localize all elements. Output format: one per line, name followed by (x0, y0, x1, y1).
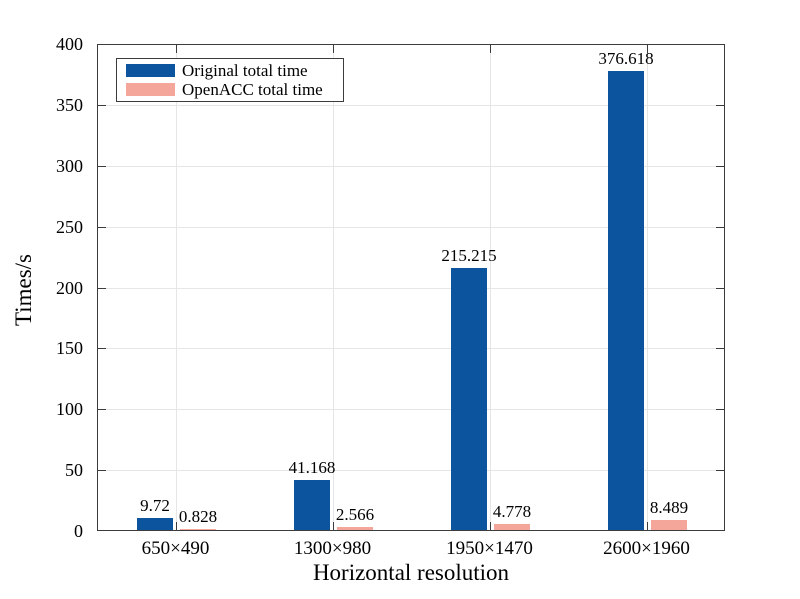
y-tick-label: 200 (56, 277, 83, 298)
y-tick-left (98, 226, 106, 228)
y-tick-label: 250 (56, 216, 83, 237)
gridline-h (98, 165, 724, 167)
bar-value-label: 215.215 (441, 246, 497, 265)
bar-value-label: 41.168 (288, 458, 336, 477)
gridline-h (98, 104, 724, 106)
y-tick-left (98, 409, 106, 411)
y-tick-left (98, 165, 106, 167)
y-tick-left (98, 470, 106, 472)
y-tick-right (716, 409, 724, 411)
legend-swatch (126, 83, 175, 96)
y-tick-right (716, 287, 724, 289)
gridline-h (98, 226, 724, 228)
plot-area: 9.72 41.168 215.215 376.618 0.828 2.566 4.778 8… (97, 44, 725, 531)
y-tick-right (716, 470, 724, 472)
y-tick-right (716, 165, 724, 167)
bar-value-label: 0.828 (178, 507, 218, 526)
bar-value-label: 8.489 (649, 498, 689, 517)
gridline-v (490, 45, 491, 530)
x-tick-label: 1950×1470 (446, 538, 533, 559)
x-tick-label: 650×490 (141, 538, 210, 559)
y-tick-label: 50 (65, 460, 83, 481)
x-tick-bottom (647, 522, 648, 530)
bar-openacc (651, 520, 687, 530)
bar-original (137, 518, 173, 530)
y-tick-label: 0 (74, 521, 83, 541)
bar-value-label: 376.618 (598, 49, 654, 68)
gridline-h (98, 287, 724, 289)
bar-openacc (337, 527, 373, 530)
bar-value-label: 2.566 (335, 505, 375, 524)
y-tick-right (716, 348, 724, 350)
legend-item: OpenACC total time (126, 79, 343, 99)
bar-openacc (180, 529, 216, 530)
x-tick-top (490, 45, 491, 53)
legend-swatch (126, 64, 175, 77)
y-tick-label: 400 (56, 34, 83, 54)
y-tick-label: 350 (56, 94, 83, 115)
bar-original (294, 480, 330, 530)
gridline-h (98, 409, 724, 411)
bar-original (451, 268, 487, 530)
y-tick-label: 100 (56, 399, 83, 420)
bar-original (608, 71, 644, 530)
x-tick-top (333, 45, 334, 53)
bar-openacc (494, 524, 530, 530)
bar-value-label: 9.72 (140, 496, 170, 515)
y-tick-left (98, 287, 106, 289)
gridline-v (647, 45, 648, 530)
x-tick-top (176, 45, 177, 53)
x-tick-label: 2600×1960 (603, 538, 690, 559)
y-tick-label: 150 (56, 338, 83, 359)
x-tick-bottom (333, 522, 334, 530)
legend-label: OpenACC total time (182, 79, 323, 99)
gridline-h (98, 470, 724, 472)
legend-item: Original total time (126, 60, 343, 80)
y-tick-right (716, 226, 724, 228)
x-tick-bottom (176, 522, 177, 530)
y-tick-left (98, 348, 106, 350)
y-tick-left (98, 104, 106, 106)
x-axis-label: Horizontal resolution (312, 560, 510, 585)
gridline-h (98, 348, 724, 350)
bar-value-label: 4.778 (492, 502, 532, 521)
x-tick-top (647, 45, 648, 53)
y-tick-label: 300 (56, 155, 83, 176)
y-tick-right (716, 104, 724, 106)
x-tick-bottom (490, 522, 491, 530)
gridline-v (333, 45, 334, 530)
x-tick-label: 1300×980 (293, 538, 372, 559)
legend: Original total time OpenACC total time (116, 58, 344, 102)
legend-label: Original total time (182, 60, 308, 80)
gridline-v (176, 45, 177, 530)
